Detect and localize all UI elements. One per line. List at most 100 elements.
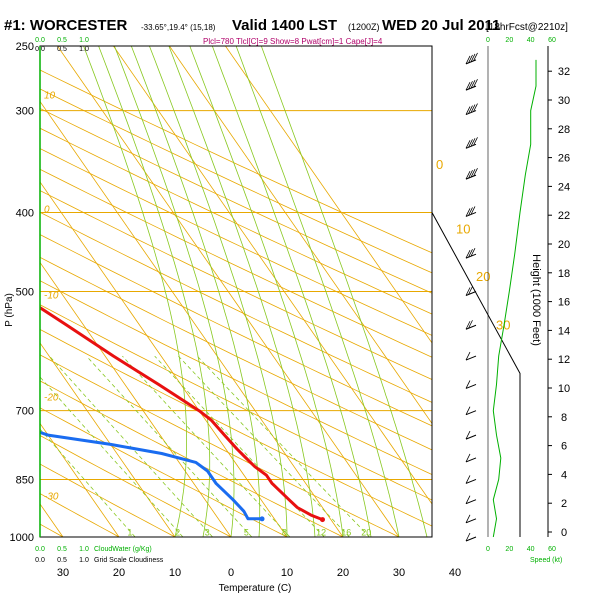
isotherm-line: [40, 342, 176, 537]
dry-adiabat-line: [40, 234, 432, 427]
temperature-tick-label: 10: [281, 567, 293, 579]
moist-adiabat-line: [260, 46, 428, 537]
cloud-top-sublabel: 1.0: [79, 46, 89, 53]
height-tick-label: 20: [558, 239, 570, 251]
chart-grid: [0, 46, 432, 537]
forecast-label: [18hrFcst@2210z]: [486, 22, 568, 33]
wind-panel: 0 0 20 20 40 40 60 60: [465, 37, 556, 553]
moist-adiabat-line: [168, 46, 316, 537]
dry-adiabat-line: [40, 190, 432, 380]
utc-time: (1200Z): [348, 22, 380, 32]
wind-barb-flag: [470, 79, 476, 89]
dry-adiabat-line: [40, 211, 432, 403]
wind-barb-flag: [468, 320, 473, 329]
wind-barb: [465, 291, 477, 296]
mixing-ratio-line: [49, 355, 213, 537]
wind-barb-flag: [470, 104, 476, 113]
moist-adiabat-line: [83, 46, 187, 537]
height-tick-label: 14: [558, 325, 570, 337]
wind-barb-flag: [465, 287, 471, 296]
cloud-top-label: 0.0: [35, 37, 45, 44]
wind-barb: [465, 518, 477, 524]
wind-barb: [465, 434, 477, 440]
isotherm-label: -20: [44, 392, 59, 403]
height-tick-label: 28: [558, 124, 570, 136]
wind-barb-flag: [473, 167, 478, 177]
wind-barb-flag: [468, 139, 473, 148]
wind-barb: [465, 499, 477, 505]
wind-barb-flag: [465, 250, 471, 259]
wind-barb-flag: [468, 54, 473, 64]
wind-barb-flag: [470, 138, 476, 147]
cloud-bottom-label: 0.5: [57, 546, 67, 553]
pressure-tick-label: 300: [16, 106, 34, 118]
height-tick-label: 24: [558, 181, 570, 193]
speed-top-label: 20: [505, 37, 513, 44]
moist-adiabat-line: [130, 46, 261, 537]
dewpoint-line: [40, 430, 262, 521]
mixing-ratio-line: [178, 355, 350, 537]
chart-series: [40, 305, 325, 523]
moist-adiabat-line: [211, 46, 372, 537]
dry-adiabat-label: 10: [456, 222, 470, 237]
wind-barb-flag: [473, 52, 478, 62]
dry-adiabat-line: [40, 256, 432, 451]
dry-adiabat-line: [40, 127, 432, 315]
mixing-ratio-line: [40, 376, 184, 537]
dry-adiabat-line: [40, 168, 432, 358]
temperature-tick-label: 0: [228, 567, 234, 579]
isotherm-label: -10: [44, 291, 59, 302]
wind-barb-flag: [465, 430, 471, 440]
temperature-tick-label: 20: [337, 567, 349, 579]
mixing-ratio-line: [154, 355, 325, 537]
height-tick-label: 30: [558, 95, 570, 107]
wind-barb-flag: [468, 105, 473, 114]
dry-adiabat-label: 30: [496, 317, 510, 332]
moist-adiabat-line: [235, 46, 400, 537]
speed-axis-label: Speed (kt): [530, 557, 562, 564]
isotherm-line: [113, 46, 432, 505]
isotherm-line: [40, 181, 288, 537]
cloud-bottom-sublabel: 1.0: [79, 557, 89, 564]
dry-adiabat-line: [40, 280, 432, 476]
temperature-tick-label: 10: [169, 567, 181, 579]
stability-indices: Plcl=780 Tlcl[C]=9 Show=8 Pwat[cm]=1 Cap…: [203, 37, 383, 46]
wind-barb: [465, 478, 477, 484]
dry-adiabat-label: 0: [436, 157, 443, 172]
temperature-surface-point: [319, 517, 325, 523]
wind-barb-flag: [465, 453, 471, 463]
wind-barb-flag: [465, 55, 471, 65]
height-tick-label: 10: [558, 383, 570, 395]
wind-barb-flag: [465, 514, 471, 524]
moist-adiabat-line: [149, 46, 288, 537]
valid-date: WED 20 Jul 2011: [382, 17, 500, 34]
speed-bottom-label: 40: [527, 546, 535, 553]
speed-top-label: 0: [486, 37, 490, 44]
height-tick-label: 16: [558, 297, 570, 309]
cloud-top-label: 1.0: [79, 37, 89, 44]
wind-barb: [465, 355, 477, 361]
dry-adiabat-label: 20: [476, 269, 490, 284]
wind-barb-flag: [465, 170, 471, 180]
dry-adiabat-line: [0, 46, 7, 537]
dry-adiabat-line: [40, 407, 288, 537]
wind-barb-flag: [465, 495, 471, 504]
height-tick-label: 4: [561, 469, 567, 481]
wind-barb-flag: [470, 248, 476, 257]
dewpoint-surface-point: [259, 516, 265, 522]
pressure-tick-label: 400: [16, 207, 34, 219]
isotherm-label: 0: [44, 204, 50, 215]
dry-adiabat-line: [40, 88, 432, 274]
cloud-top-label: 0.5: [57, 37, 67, 44]
wind-barb: [465, 383, 477, 389]
speed-bottom-label: 60: [548, 546, 556, 553]
speed-bottom-label: 0: [486, 546, 490, 553]
mixing-ratio-label: 3: [205, 528, 210, 538]
wind-speed-line: [492, 59, 537, 538]
mixing-ratio-line: [196, 355, 370, 537]
moist-adiabat-line: [114, 46, 235, 537]
isotherm-line: [0, 46, 7, 537]
height-tick-label: 6: [561, 441, 567, 453]
cloud-water-label: CloudWater (g/Kg): [94, 546, 152, 553]
